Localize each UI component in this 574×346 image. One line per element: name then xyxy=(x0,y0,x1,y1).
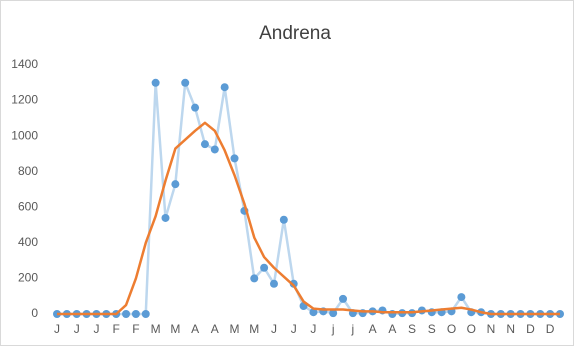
data-point xyxy=(210,145,219,154)
data-point xyxy=(200,140,209,149)
data-point xyxy=(260,263,269,272)
x-tick-label: A xyxy=(191,322,199,336)
x-tick-label: D xyxy=(546,322,555,336)
data-point xyxy=(279,215,288,224)
series-line xyxy=(57,121,560,316)
data-point xyxy=(191,103,200,112)
x-tick-label: J xyxy=(93,322,99,336)
x-tick-label: j xyxy=(331,322,335,336)
data-point xyxy=(289,279,298,288)
data-point xyxy=(250,274,259,283)
x-tick-label: J xyxy=(54,322,60,336)
data-point xyxy=(181,78,190,87)
x-tick-label: J xyxy=(74,322,80,336)
x-tick-label: A xyxy=(369,322,377,336)
x-tick-label: M xyxy=(151,322,161,336)
x-tick-label: O xyxy=(447,322,456,336)
y-tick-label: 400 xyxy=(18,235,38,249)
series-line xyxy=(57,81,560,316)
y-tick-label: 200 xyxy=(18,271,38,285)
data-point xyxy=(171,180,180,189)
x-tick-label: J xyxy=(310,322,316,336)
y-tick-label: 600 xyxy=(18,199,38,213)
x-tick-label: N xyxy=(506,322,515,336)
chart-title: Andrena xyxy=(259,23,331,44)
x-tick-label: J xyxy=(271,322,277,336)
x-tick-label: j xyxy=(351,322,355,336)
data-point xyxy=(151,78,160,87)
y-tick-label: 800 xyxy=(18,164,38,178)
x-tick-label: A xyxy=(388,322,396,336)
data-point xyxy=(122,310,131,318)
x-tick-label: M xyxy=(170,322,180,336)
x-tick-label: N xyxy=(487,322,496,336)
data-point xyxy=(161,213,170,222)
x-tick-label: S xyxy=(428,322,436,336)
data-point xyxy=(269,279,278,288)
x-tick-label: M xyxy=(230,322,240,336)
data-point xyxy=(131,310,140,318)
x-tick-label: O xyxy=(467,322,476,336)
x-tick-label: S xyxy=(408,322,416,336)
x-tick-label: F xyxy=(132,322,139,336)
data-point xyxy=(329,309,338,318)
y-tick-label: 1200 xyxy=(11,93,38,107)
x-tick-label: J xyxy=(291,322,297,336)
data-point xyxy=(309,308,318,317)
data-point xyxy=(339,294,348,303)
data-point xyxy=(141,310,150,318)
x-tick-label: M xyxy=(249,322,259,336)
data-point xyxy=(457,293,466,302)
x-tick-label: A xyxy=(211,322,219,336)
x-tick-label: F xyxy=(113,322,120,336)
y-tick-label: 1400 xyxy=(11,57,38,71)
x-tick-label: D xyxy=(526,322,535,336)
y-tick-label: 1000 xyxy=(11,128,38,142)
y-tick-label: 0 xyxy=(31,306,38,320)
data-point xyxy=(230,154,239,163)
data-point xyxy=(220,83,229,92)
